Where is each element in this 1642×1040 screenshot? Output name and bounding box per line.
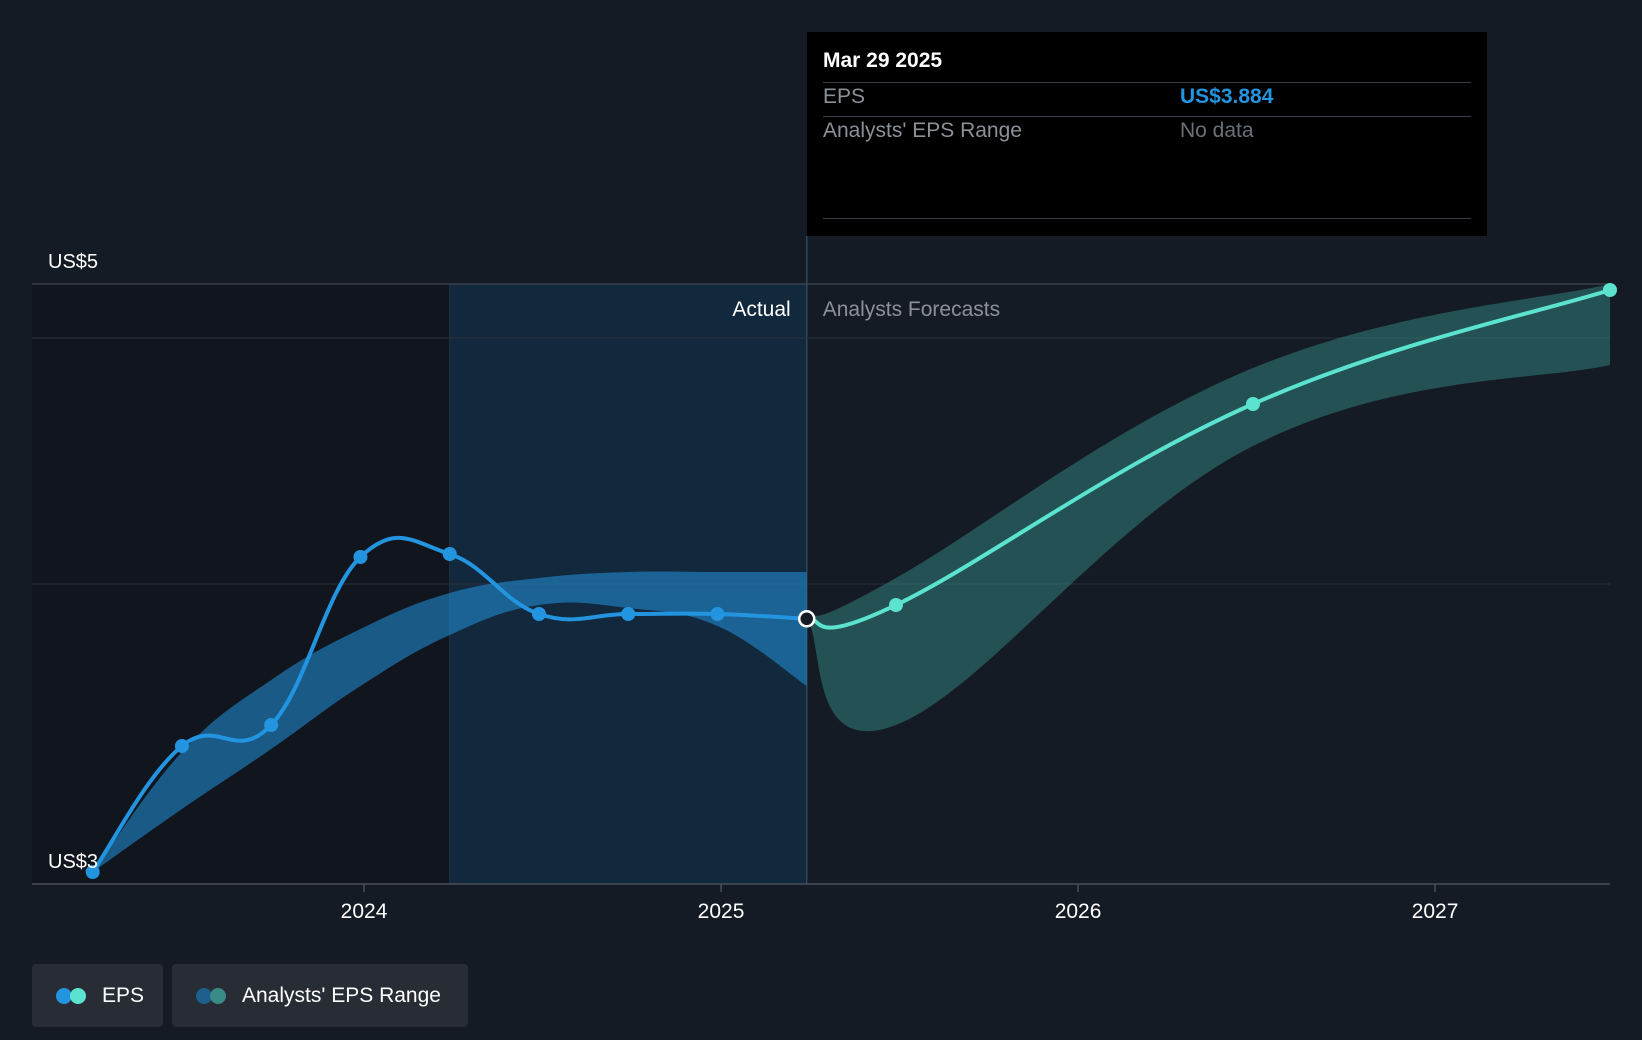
eps-range-band	[806, 284, 1610, 732]
legend-label-eps: EPS	[102, 983, 145, 1007]
eps-line	[804, 288, 1612, 630]
eps-point	[85, 865, 100, 879]
y-axis-label-bottom: US$3	[48, 851, 98, 873]
tooltip-eps-label: EPS	[823, 85, 866, 108]
eps-point	[1245, 397, 1260, 411]
eps-point	[174, 739, 189, 753]
tooltip-divider	[823, 218, 1471, 219]
eps-point	[264, 718, 279, 732]
forecast-region-label: Analysts Forecasts	[823, 298, 1000, 321]
eps-selected-point	[797, 610, 816, 628]
eps-point	[621, 607, 636, 621]
eps-legend-icon	[56, 987, 86, 1004]
tooltip-range-label: Analysts' EPS Range	[823, 119, 1022, 142]
eps-point	[710, 607, 725, 621]
x-tick-label: 2025	[698, 900, 745, 923]
tooltip-date: Mar 29 2025	[823, 49, 943, 72]
hover-tooltip: Mar 29 2025 EPS US$3.884 Analysts' EPS R…	[807, 32, 1487, 236]
tooltip-range-value: No data	[1180, 119, 1254, 142]
eps-point	[888, 598, 903, 612]
eps-range-band	[92, 571, 807, 872]
legend-item-eps[interactable]: EPS	[32, 964, 163, 1027]
tooltip-divider	[823, 82, 1471, 83]
x-tick-label: 2024	[341, 900, 388, 923]
tooltip-eps-value: US$3.884	[1180, 85, 1274, 108]
eps-point	[531, 607, 546, 621]
tooltip-divider	[823, 116, 1471, 117]
eps-point	[353, 550, 368, 564]
eps-point	[1603, 283, 1617, 297]
legend-label-eps-range: Analysts' EPS Range	[242, 983, 441, 1007]
eps-range-legend-icon	[196, 987, 226, 1004]
eps-point	[442, 547, 457, 561]
x-tick-label: 2027	[1412, 900, 1459, 923]
eps-line	[90, 535, 809, 874]
actual-region-label: Actual	[732, 298, 790, 321]
y-axis-label-top: US$5	[48, 251, 98, 273]
legend-item-eps-range[interactable]: Analysts' EPS Range	[172, 964, 468, 1027]
x-tick-label: 2026	[1055, 900, 1102, 923]
